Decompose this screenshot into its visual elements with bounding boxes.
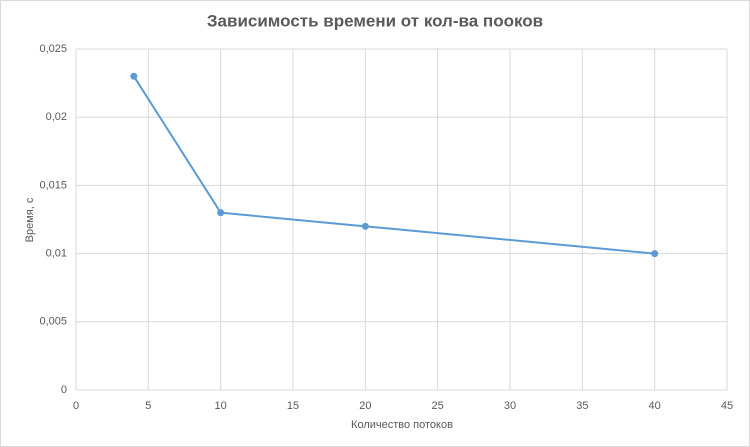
- x-tick-label: 0: [73, 400, 79, 412]
- x-tick-label: 10: [215, 400, 227, 412]
- x-tick-label: 25: [432, 400, 444, 412]
- x-tick-label: 45: [721, 400, 733, 412]
- data-line: [133, 75, 655, 255]
- y-tick-label: 0,01: [46, 248, 67, 260]
- y-tick-label: 0,015: [39, 179, 67, 191]
- data-point: [651, 250, 659, 258]
- x-tick-label: 40: [649, 400, 661, 412]
- x-tick-label: 30: [504, 400, 516, 412]
- data-point: [130, 72, 138, 80]
- x-axis-label: Количество потоков: [351, 419, 453, 431]
- x-tick-label: 20: [359, 400, 371, 412]
- x-tick-label: 15: [287, 400, 299, 412]
- chart-title: Зависимость времени от кол-ва пooков: [207, 11, 543, 30]
- y-tick-label: 0,02: [46, 111, 67, 123]
- y-tick-label: 0: [61, 384, 67, 396]
- x-tick-label: 35: [576, 400, 588, 412]
- data-point: [217, 209, 225, 217]
- y-tick-label: 0,025: [39, 43, 67, 55]
- data-point: [361, 222, 369, 230]
- y-tick-label: 0,005: [39, 316, 67, 328]
- y-axis-label: Время, с: [24, 197, 36, 242]
- x-tick-label: 5: [145, 400, 151, 412]
